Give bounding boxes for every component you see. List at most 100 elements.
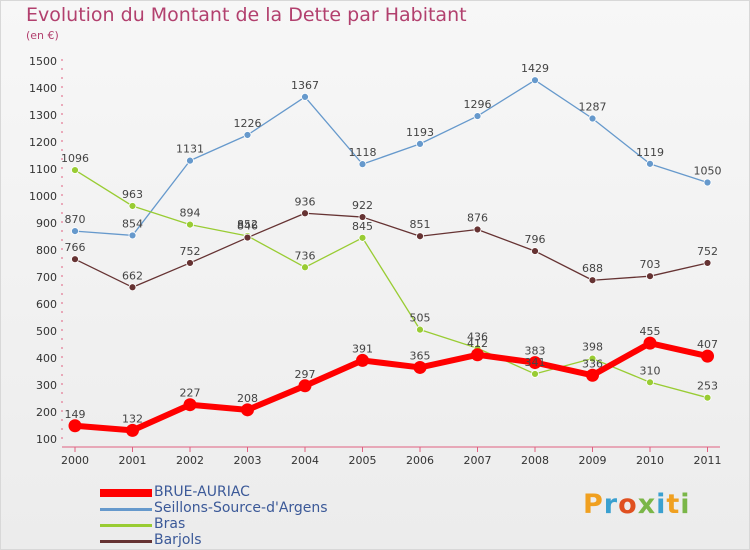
data-label: 1226 (234, 117, 262, 130)
x-tick-label: 2011 (694, 454, 722, 467)
x-tick-label: 2007 (464, 454, 492, 467)
data-label: 505 (410, 312, 431, 325)
legend-label: Bras (154, 516, 186, 532)
data-label: 455 (640, 325, 661, 338)
data-point (473, 225, 482, 234)
data-point (703, 259, 712, 267)
data-label: 851 (410, 218, 431, 231)
data-point (243, 131, 252, 139)
data-point (643, 336, 657, 350)
data-point (71, 255, 79, 264)
data-label: 1119 (636, 146, 664, 159)
data-label: 662 (122, 269, 143, 282)
data-point (646, 378, 654, 387)
y-tick-label: 300 (36, 379, 57, 392)
data-point (416, 232, 424, 241)
legend-swatch (100, 540, 152, 543)
data-label: 391 (352, 342, 373, 355)
data-label: 703 (640, 258, 661, 271)
data-point (298, 379, 312, 393)
data-label: 365 (410, 349, 431, 362)
data-label: 1131 (176, 143, 204, 156)
data-point (473, 112, 482, 120)
y-tick-label: 1200 (29, 136, 57, 149)
data-label: 894 (180, 207, 201, 220)
data-label: 922 (352, 199, 373, 212)
data-point (588, 354, 597, 363)
data-point (243, 233, 252, 242)
data-label: 766 (65, 241, 86, 254)
data-point (186, 220, 194, 229)
data-point (128, 283, 137, 292)
logo-letter: x (637, 489, 657, 520)
data-point (588, 276, 597, 285)
logo-letter: P (583, 489, 604, 520)
data-point (358, 213, 367, 221)
data-label: 1367 (291, 79, 319, 92)
x-tick-label: 2001 (119, 454, 147, 467)
chart-subtitle: (en €) (26, 29, 59, 42)
data-point (531, 370, 539, 378)
x-tick-label: 2006 (406, 454, 434, 467)
data-point (358, 160, 367, 169)
y-tick-label: 900 (36, 217, 57, 230)
data-label: 398 (582, 341, 603, 354)
data-point (358, 233, 367, 242)
data-point (701, 349, 714, 363)
logo-letter: t (666, 489, 681, 520)
legend-label: BRUE-AURIAC (154, 484, 250, 500)
data-label: 383 (525, 345, 546, 358)
data-label: 253 (697, 380, 718, 393)
data-label: 341 (525, 356, 546, 369)
legend-item: BRUE-AURIAC (100, 484, 420, 501)
data-label: 752 (697, 245, 718, 258)
data-point (588, 114, 597, 123)
logo-letter: r (603, 489, 619, 520)
data-label: 1287 (579, 101, 607, 114)
series-line-1 (74, 79, 708, 237)
data-labels: 870 854 1131 1226 1367 1118 1193 1296 1429 1287 11… (61, 62, 722, 425)
data-label: 149 (65, 408, 86, 421)
legend: BRUE-AURIAC Seillons-Source-d'Argens Bras B… (100, 484, 420, 549)
data-point (186, 156, 194, 165)
logo-letter: i (680, 489, 691, 520)
data-point (128, 231, 137, 240)
data-point (531, 247, 539, 255)
data-point (413, 360, 427, 374)
y-tick-label: 500 (36, 325, 57, 338)
data-point (128, 202, 137, 210)
data-label: 752 (180, 245, 201, 258)
data-point (528, 356, 542, 370)
series-line-0 (74, 340, 709, 434)
y-tick-label: 1500 (29, 55, 57, 68)
y-tick-label: 1300 (29, 109, 57, 122)
data-label: 736 (295, 249, 316, 262)
data-label: 1193 (406, 126, 434, 139)
data-point (68, 419, 82, 433)
y-tick-label: 200 (36, 406, 57, 419)
data-label: 1429 (521, 62, 549, 75)
y-tick-label: 1100 (29, 163, 57, 176)
data-label: 854 (122, 217, 143, 230)
data-point (416, 139, 424, 148)
y-tick-label: 800 (36, 244, 57, 257)
data-label: 1296 (464, 98, 492, 111)
legend-swatch (100, 508, 152, 511)
data-point (241, 403, 254, 417)
data-point (71, 227, 79, 236)
data-point (356, 353, 369, 367)
data-point (301, 209, 309, 218)
legend-item: Barjols (100, 532, 420, 549)
y-tick-label: 100 (36, 433, 57, 446)
data-label: 870 (65, 213, 86, 226)
chart-title: Evolution du Montant de la Dette par Hab… (26, 4, 467, 26)
x-tick-label: 2000 (61, 454, 89, 467)
data-point (183, 398, 197, 412)
series-lines (74, 79, 709, 434)
data-label: 876 (467, 211, 488, 224)
data-label: 1050 (694, 165, 722, 178)
data-point (703, 393, 712, 402)
x-tick-label: 2010 (636, 454, 664, 467)
